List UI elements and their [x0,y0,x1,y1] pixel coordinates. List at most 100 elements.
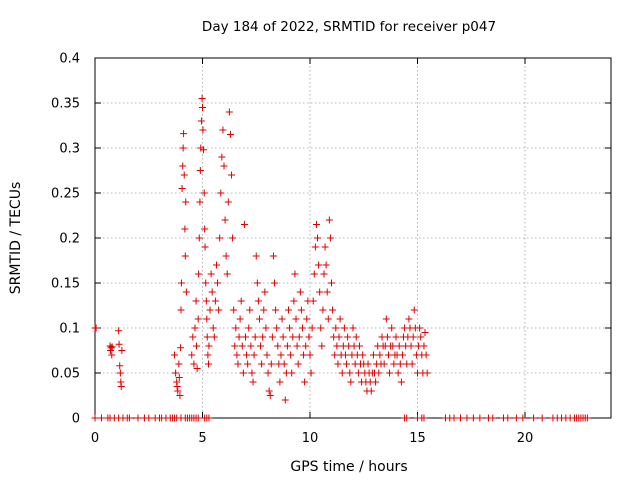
data-point [199,104,206,111]
data-point [314,234,322,242]
data-point [417,333,425,341]
data-point [320,270,328,278]
data-point [177,279,185,287]
data-point [489,414,497,422]
data-point [410,306,418,314]
data-point [352,333,360,341]
data-point [199,126,207,134]
data-point [145,414,153,422]
data-point [349,324,357,332]
data-point [302,342,310,350]
data-point [469,414,477,422]
data-point [217,189,225,197]
y-tick-label: 0.25 [51,187,80,202]
data-point [338,369,346,377]
data-point [223,270,231,278]
y-tick-label: 0.1 [59,322,80,337]
data-point [205,342,213,350]
data-point [395,342,403,350]
data-point [341,351,349,359]
data-point [476,414,484,422]
data-point [205,414,213,422]
data-point [221,216,229,224]
data-point [222,252,230,260]
data-point [318,342,326,350]
data-point [324,315,332,323]
data-point [300,351,308,359]
data-point [233,351,241,359]
data-point [182,288,190,296]
data-point [265,387,273,395]
data-point [346,369,354,377]
data-point [403,414,411,422]
data-point [181,252,189,260]
data-point [225,108,233,116]
data-point [326,234,334,242]
data-point [252,252,260,260]
data-point [297,306,305,314]
data-point [175,374,183,381]
data-point [259,333,267,341]
data-point [354,369,362,377]
data-point [394,369,402,377]
data-point [397,378,405,386]
data-point [291,270,299,278]
data-point [335,333,343,341]
data-point [108,343,116,351]
data-point [329,306,337,314]
data-point [380,360,388,368]
data-point [174,387,182,395]
data-point [336,315,344,323]
data-point [382,315,390,323]
data-point [310,270,318,278]
data-point [409,333,417,341]
data-point [253,279,261,287]
data-point [231,342,239,350]
chart-title: Day 184 of 2022, SRMTID for receiver p04… [202,19,496,35]
data-point [249,378,257,386]
data-point [171,351,179,359]
data-point [203,315,211,323]
data-point [375,369,383,377]
data-point [116,369,124,377]
data-point [190,360,198,368]
data-point [178,185,186,192]
data-point [220,162,228,170]
data-point [309,297,317,305]
data-point [201,243,209,251]
data-point [463,414,471,422]
data-point [192,297,200,305]
x-axis-label: GPS time / hours [290,459,407,475]
data-point [175,360,183,368]
data-point [264,369,272,377]
data-point [274,342,282,350]
data-point [246,306,254,314]
data-point [263,351,271,359]
data-point [277,351,285,359]
data-point [209,324,217,332]
data-point [258,360,266,368]
data-point [182,198,190,206]
data-point [236,315,244,323]
data-point [194,315,202,323]
y-tick-label: 0.35 [51,97,80,112]
data-point [192,342,200,350]
data-point [423,369,431,377]
data-point [298,324,306,332]
data-point [134,414,142,422]
data-point [91,414,99,422]
data-point [269,252,277,260]
data-point [384,351,392,359]
data-point [115,340,123,348]
data-point [215,306,223,314]
data-point [97,414,105,422]
data-point [457,414,464,422]
data-point [266,392,274,399]
x-tick-label: 5 [198,431,206,446]
data-point [125,414,133,422]
data-point [117,383,125,390]
data-points [91,95,591,422]
data-point [245,324,253,332]
data-point [271,279,279,287]
